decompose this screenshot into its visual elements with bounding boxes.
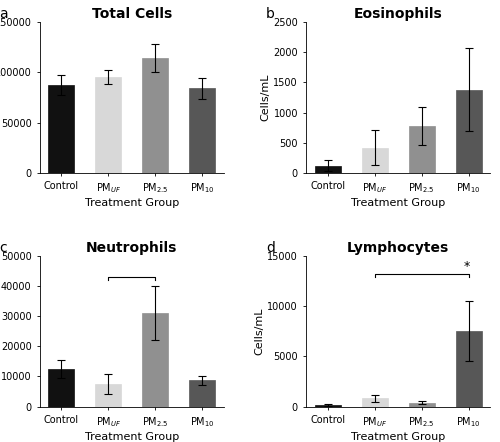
Bar xyxy=(142,313,169,407)
Bar xyxy=(408,403,434,407)
Bar xyxy=(314,405,340,407)
Text: d: d xyxy=(266,241,275,255)
Y-axis label: Cells/mL: Cells/mL xyxy=(254,308,264,355)
Text: c: c xyxy=(0,241,7,255)
Text: b: b xyxy=(266,7,275,21)
Title: Neutrophils: Neutrophils xyxy=(86,241,178,255)
Bar xyxy=(362,398,388,407)
Bar xyxy=(190,88,216,173)
X-axis label: Treatment Group: Treatment Group xyxy=(84,198,179,208)
Bar xyxy=(456,331,481,407)
X-axis label: Treatment Group: Treatment Group xyxy=(84,431,179,442)
Title: Lymphocytes: Lymphocytes xyxy=(347,241,450,255)
Bar xyxy=(48,85,74,173)
Bar xyxy=(96,77,122,173)
Bar xyxy=(190,380,216,407)
Bar xyxy=(408,126,434,173)
Bar xyxy=(48,369,74,407)
Y-axis label: Cells/mL: Cells/mL xyxy=(260,74,270,121)
Bar xyxy=(142,58,169,173)
Bar xyxy=(362,148,388,173)
Text: *: * xyxy=(463,260,469,273)
Title: Total Cells: Total Cells xyxy=(92,7,172,21)
Title: Eosinophils: Eosinophils xyxy=(354,7,442,21)
X-axis label: Treatment Group: Treatment Group xyxy=(351,198,446,208)
Bar xyxy=(96,384,122,407)
Bar xyxy=(314,166,340,173)
X-axis label: Treatment Group: Treatment Group xyxy=(351,431,446,442)
Bar xyxy=(456,90,481,173)
Text: a: a xyxy=(0,7,8,21)
